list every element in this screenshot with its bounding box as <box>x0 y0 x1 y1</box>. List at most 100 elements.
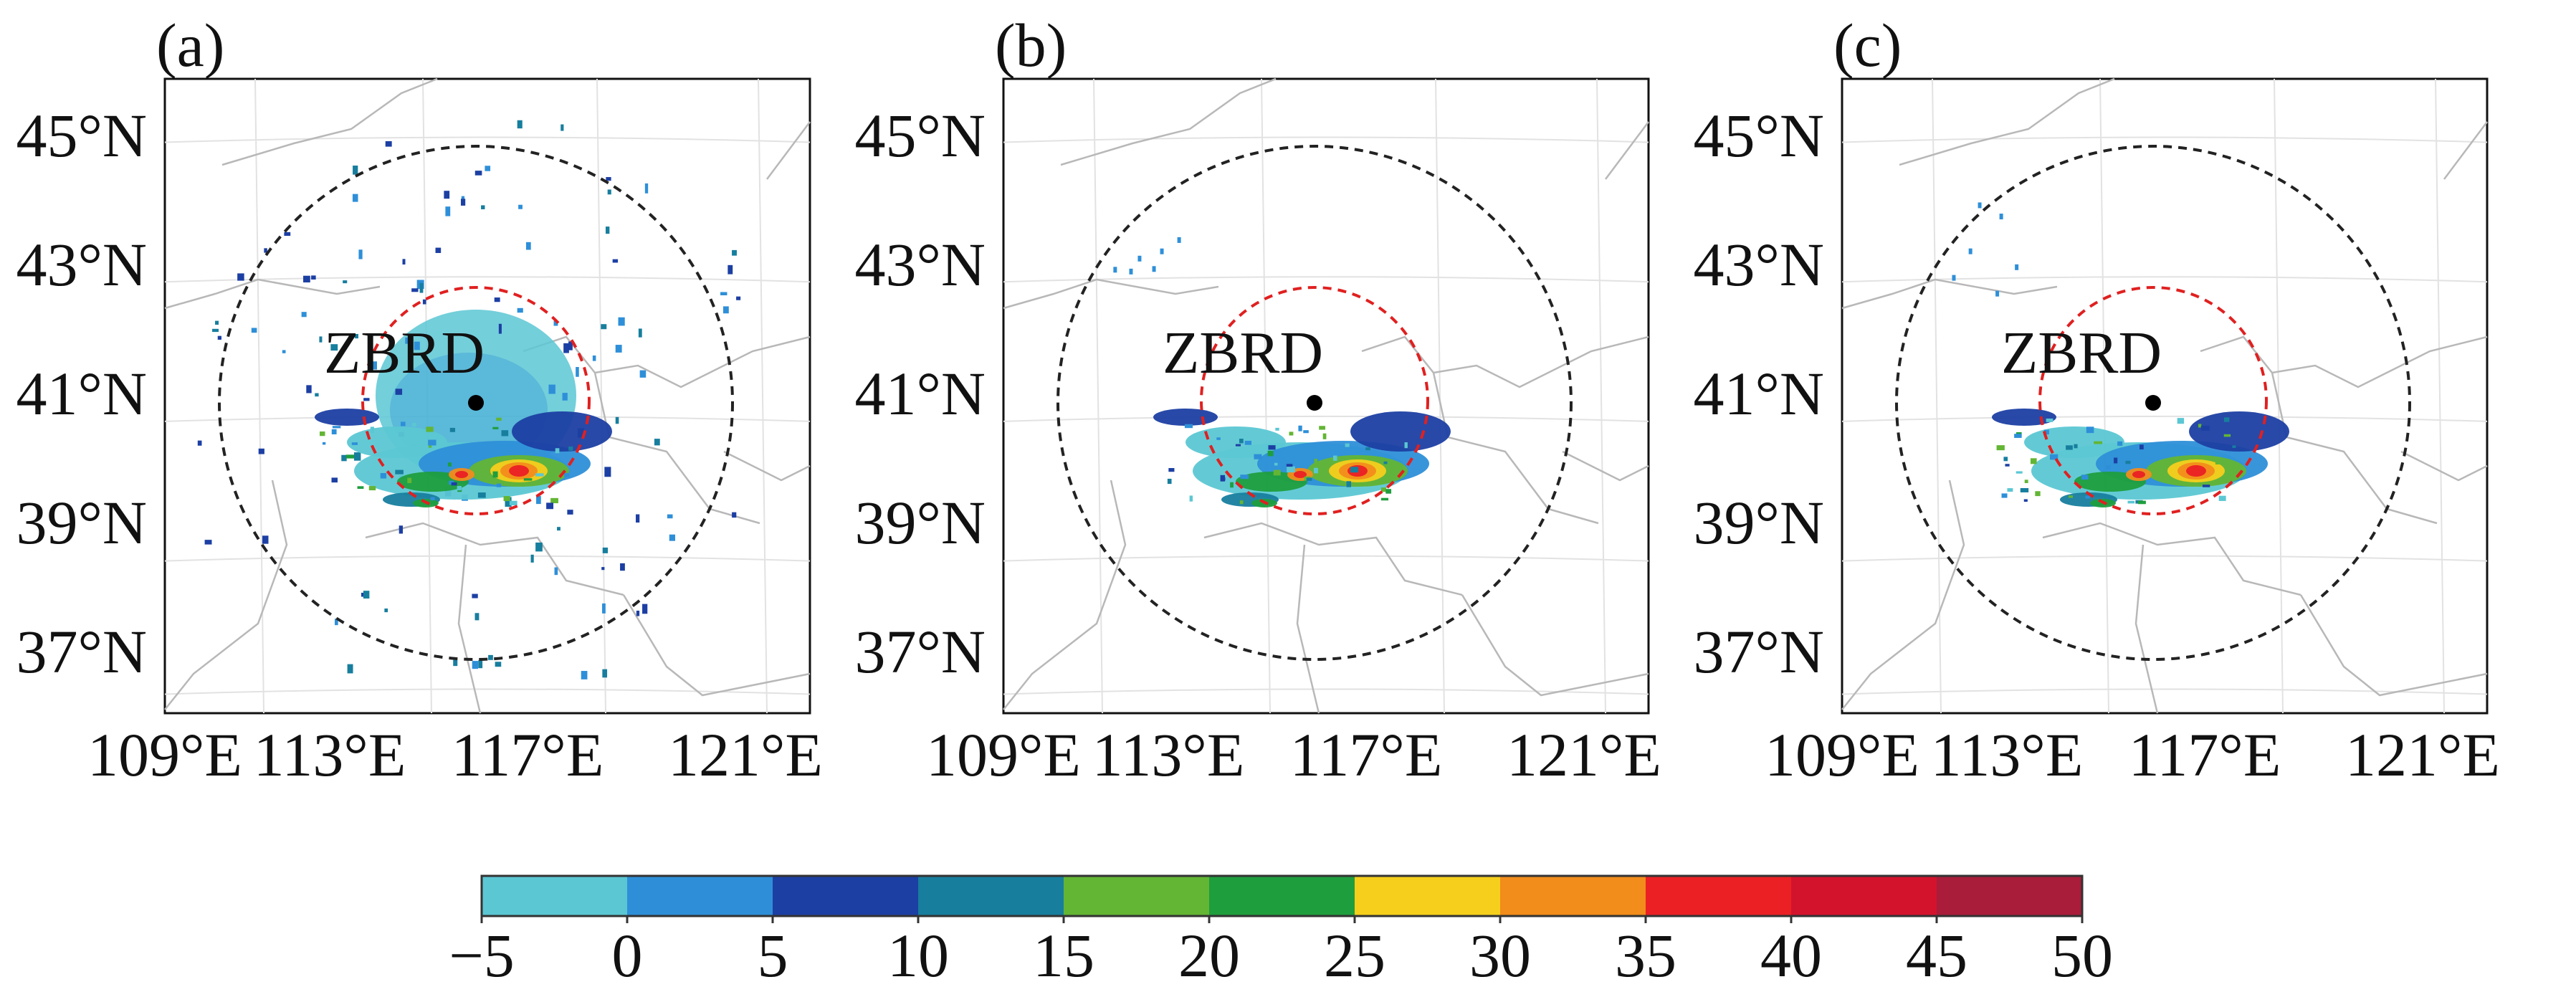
echo-speckle <box>602 603 606 614</box>
meridian-line <box>254 78 264 714</box>
map-frame <box>1002 77 1650 715</box>
reflectivity-echo <box>1952 202 2289 507</box>
echo-speckle <box>503 496 510 502</box>
lat-label: 39°N <box>16 488 148 557</box>
echo-speckle <box>358 249 363 259</box>
lat-label: 37°N <box>16 617 148 686</box>
echo-speckle <box>564 472 570 477</box>
colorbar-tick-label: 40 <box>1760 921 1822 990</box>
echo-speckle <box>554 567 558 576</box>
colorbar-frame <box>480 874 2084 917</box>
echo-speckle <box>530 554 534 563</box>
echo-speckle <box>1383 461 1388 464</box>
colorbar-tick-label: 20 <box>1178 921 1240 990</box>
echo-speckle <box>546 502 554 510</box>
echo-speckle <box>607 189 611 195</box>
echo-speckle <box>1273 469 1281 476</box>
map-frame <box>1841 77 2489 715</box>
lon-label: 117°E <box>1290 720 1443 789</box>
echo-speckle <box>422 299 426 305</box>
echo-speckle <box>2125 460 2131 464</box>
echo-speckle <box>215 320 219 325</box>
echo-speckle <box>368 486 376 491</box>
panel-label-b: (b) <box>995 11 1067 80</box>
echo-speckle <box>548 384 555 394</box>
echo-speckle <box>2137 500 2146 505</box>
boundary-line <box>622 594 811 697</box>
colorbar-segment <box>1500 876 1646 916</box>
echo-speckle <box>2202 485 2210 487</box>
parallel-line <box>1003 555 1649 562</box>
boundary-line <box>766 121 811 180</box>
colorbar-tick-label: 50 <box>2051 921 2113 990</box>
echo-speckle <box>1137 255 1142 262</box>
boundary-line <box>1060 77 1277 166</box>
parallel-line <box>1841 555 2488 562</box>
colorbar-tick-label: 15 <box>1033 921 1094 990</box>
echo-speckle <box>2023 499 2028 502</box>
echo-speckle <box>669 534 675 541</box>
echo-speckle <box>2223 434 2231 437</box>
echo-speckle <box>405 337 409 344</box>
meridian-line <box>1093 78 1103 714</box>
echo-speckle <box>212 328 219 333</box>
lat-axis-c: 45°N 43°N 41°N 39°N 37°N <box>1694 101 1825 686</box>
lon-label: 109°E <box>1765 720 1919 789</box>
echo-speckle <box>444 191 450 199</box>
echo-speckle <box>1239 439 1244 444</box>
colorbar-segment <box>1355 876 1501 916</box>
echo-speckle <box>535 473 544 477</box>
echo-speckle <box>347 664 353 674</box>
echo-speckle <box>1152 266 1156 272</box>
echo-speckle <box>370 426 375 434</box>
echo-speckle <box>2200 425 2210 431</box>
lon-label: 121°E <box>2345 720 2500 789</box>
echo-speckle <box>2117 441 2123 446</box>
boundary-line <box>457 544 482 714</box>
meridian-line <box>1435 78 1445 714</box>
echo-speckle <box>1268 445 1276 450</box>
colorbar-segment <box>1646 876 1792 916</box>
echo-speckle <box>1298 425 1302 431</box>
echo-speckle <box>601 567 605 571</box>
echo-speckle <box>315 393 319 397</box>
echo-speckle <box>1189 495 1193 502</box>
echo-speckle <box>1113 267 1117 273</box>
lat-axis-a: 45°N 43°N 41°N 39°N 37°N <box>16 101 148 686</box>
colorbar-segment <box>1791 876 1937 916</box>
echo-speckle <box>1235 444 1241 447</box>
colorbar-segment <box>482 876 628 916</box>
echo-speckle <box>204 540 212 545</box>
echo-speckle <box>601 324 607 330</box>
echo-speckle <box>732 249 737 256</box>
panel-label-a: (a) <box>156 11 224 80</box>
echo-speckle <box>496 483 502 487</box>
echo-speckle <box>363 591 370 599</box>
boundary-line <box>593 372 760 525</box>
boundary-line <box>1605 121 1649 180</box>
lon-axis-b: 109°E 113°E 117°E 121°E <box>926 720 1661 789</box>
colorbar-segment <box>773 876 919 916</box>
echo-speckle <box>492 426 499 429</box>
echo-cell <box>1153 409 1218 426</box>
echo-speckle <box>1385 489 1392 494</box>
echo-speckle <box>2223 417 2230 422</box>
echo-speckle <box>411 422 416 426</box>
meridian-line <box>1261 78 1271 714</box>
boundary-lines <box>1003 77 1649 714</box>
echo-speckle <box>1244 440 1252 445</box>
boundary-line <box>1296 544 1320 714</box>
station-label-a: ZBRD <box>324 320 485 386</box>
echo-cell <box>1992 409 2056 426</box>
echo-speckle <box>355 333 358 339</box>
echo-speckle <box>602 669 608 678</box>
boundary-line <box>1003 480 1127 710</box>
reflectivity-echo <box>197 120 741 679</box>
echo-speckle <box>352 194 358 202</box>
echo-speckle <box>505 497 512 507</box>
station-label-c: ZBRD <box>2001 320 2162 386</box>
lat-label: 43°N <box>855 230 986 299</box>
echo-speckle <box>560 124 564 131</box>
echo-speckle <box>605 226 610 234</box>
station-label-b: ZBRD <box>1163 320 1323 386</box>
